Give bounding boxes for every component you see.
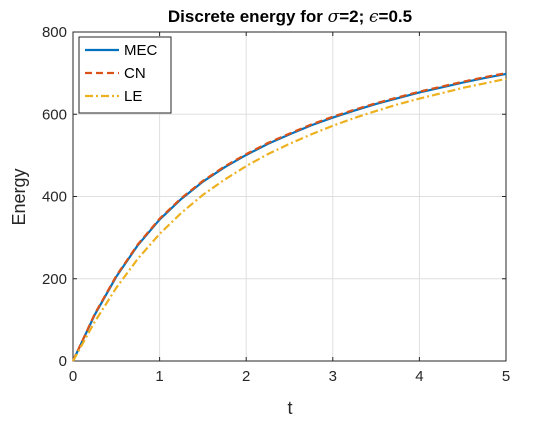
x-tick-label-2: 2 [242, 368, 250, 385]
chart-title-sigma-value: =2; [339, 7, 369, 26]
chart-title-prefix: Discrete energy for [168, 7, 328, 26]
y-axis-label: Energy [9, 168, 29, 225]
legend-label-cn: CN [124, 65, 146, 82]
chart-title-epsilon-value: =0.5 [379, 7, 413, 26]
y-tick-label-2: 400 [42, 189, 67, 206]
y-tick-label-4: 800 [42, 24, 67, 41]
legend-label-mec: MEC [124, 42, 158, 59]
legend: MEC CN LE [78, 36, 172, 114]
series-line-cn [72, 72, 507, 362]
legend-label-le: LE [124, 88, 142, 105]
series-line-mec [72, 72, 507, 362]
series-line-le [72, 77, 507, 362]
x-tick-label-3: 3 [329, 368, 337, 385]
tick-labels: 0 1 2 3 4 5 0 200 400 600 800 [42, 24, 510, 385]
chart-title: Discrete energy for σ=2; ϵ=0.5 [168, 7, 412, 27]
x-tick-label-5: 5 [502, 368, 510, 385]
x-tick-label-4: 4 [415, 368, 423, 385]
y-tick-label-0: 0 [59, 353, 67, 370]
chart-title-epsilon: ϵ [369, 7, 379, 27]
y-tick-label-3: 600 [42, 106, 67, 123]
y-tick-label-1: 200 [42, 271, 67, 288]
chart-title-sigma: σ [328, 7, 340, 27]
x-tick-label-1: 1 [155, 368, 163, 385]
series-lines [72, 72, 507, 362]
x-tick-label-0: 0 [69, 368, 77, 385]
x-axis-label: t [287, 398, 292, 418]
